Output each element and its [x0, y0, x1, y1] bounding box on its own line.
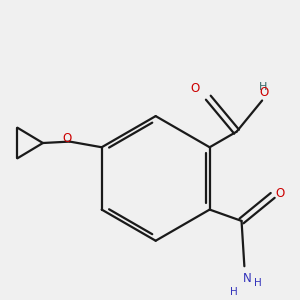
- Text: O: O: [62, 132, 72, 145]
- Text: O: O: [190, 82, 200, 95]
- Text: O: O: [275, 188, 285, 200]
- Text: H: H: [230, 287, 237, 298]
- Text: O: O: [259, 86, 268, 99]
- Text: H: H: [254, 278, 262, 288]
- Text: H: H: [260, 82, 268, 92]
- Text: N: N: [243, 272, 252, 285]
